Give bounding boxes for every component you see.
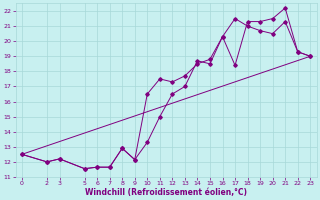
X-axis label: Windchill (Refroidissement éolien,°C): Windchill (Refroidissement éolien,°C): [85, 188, 247, 197]
